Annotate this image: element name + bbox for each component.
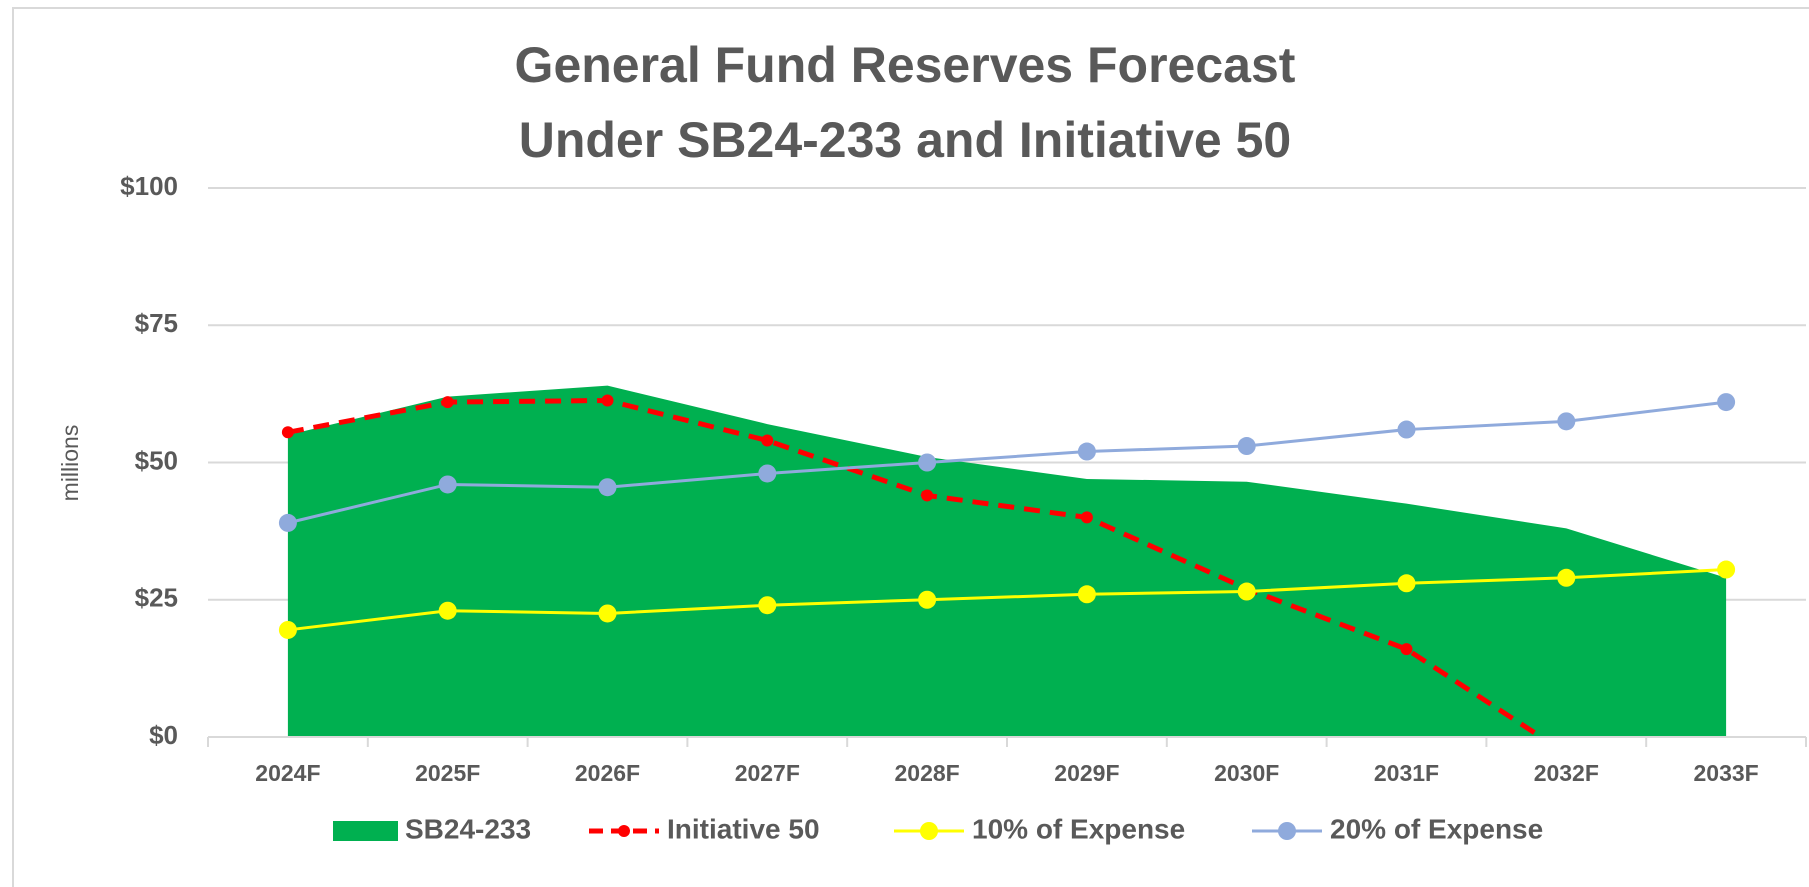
y-tick-label: $0 <box>149 720 178 750</box>
marker <box>918 590 937 609</box>
plot-area <box>278 385 1736 738</box>
legend-label: Initiative 50 <box>667 813 820 844</box>
x-tick-label: 2026F <box>575 760 640 786</box>
marker <box>761 434 774 447</box>
x-tick-label: 2032F <box>1534 760 1599 786</box>
y-tick-label: $50 <box>135 445 178 475</box>
x-tick-label: 2029F <box>1054 760 1119 786</box>
chart-title: General Fund Reserves Forecast <box>515 37 1296 93</box>
legend-marker <box>920 822 938 840</box>
legend-label: 10% of Expense <box>972 813 1185 844</box>
marker <box>1717 560 1736 579</box>
marker <box>281 426 294 439</box>
marker <box>1557 568 1576 587</box>
marker <box>1237 437 1256 456</box>
x-tick-label: 2028F <box>894 760 959 786</box>
line <box>287 568 1727 632</box>
legend-label: 20% of Expense <box>1330 813 1543 844</box>
line <box>287 400 1727 525</box>
y-tick-label: $75 <box>135 308 178 338</box>
marker <box>921 489 934 502</box>
marker <box>758 464 777 483</box>
marker <box>278 513 297 532</box>
area <box>287 385 1727 737</box>
marker <box>598 478 617 497</box>
marker <box>598 604 617 623</box>
marker <box>758 596 777 615</box>
marker <box>918 453 937 472</box>
marker <box>1080 511 1093 524</box>
marker <box>1717 393 1736 412</box>
y-tick-label: $25 <box>135 583 178 613</box>
legend-swatch <box>333 821 398 841</box>
marker <box>1397 574 1416 593</box>
x-tick-label: 2031F <box>1374 760 1439 786</box>
x-tick-label: 2025F <box>415 760 480 786</box>
marker <box>601 394 614 407</box>
x-tick-label: 2024F <box>255 760 320 786</box>
legend-label: SB24-233 <box>405 813 531 844</box>
marker <box>1077 585 1096 604</box>
legend-marker <box>1278 822 1296 840</box>
marker <box>278 620 297 639</box>
x-tick-label: 2027F <box>735 760 800 786</box>
chart-title: Under SB24-233 and Initiative 50 <box>519 112 1292 168</box>
marker <box>438 601 457 620</box>
y-tick-label: $100 <box>120 171 178 201</box>
marker <box>1397 420 1416 439</box>
marker <box>438 475 457 494</box>
marker <box>441 396 454 409</box>
marker <box>1077 442 1096 461</box>
marker <box>1400 643 1413 656</box>
legend-marker <box>618 825 630 837</box>
x-tick-label: 2033F <box>1693 760 1758 786</box>
marker <box>1557 412 1576 431</box>
y-axis-label: millions <box>57 425 83 502</box>
marker <box>1237 582 1256 601</box>
x-tick-label: 2030F <box>1214 760 1279 786</box>
